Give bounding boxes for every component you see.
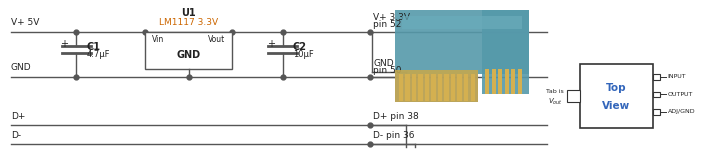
Text: View: View	[602, 101, 630, 111]
Text: D-: D-	[11, 131, 21, 140]
Text: D- pin 36: D- pin 36	[373, 131, 415, 140]
Bar	[395, 70, 479, 102]
Text: D+: D+	[11, 112, 25, 121]
Text: ADJ/GND: ADJ/GND	[668, 109, 695, 115]
Bar	[498, 69, 502, 94]
Bar	[418, 74, 423, 101]
Bar	[652, 74, 660, 80]
Bar	[431, 74, 436, 101]
Bar	[425, 74, 429, 101]
Text: pin 50: pin 50	[373, 66, 402, 75]
Bar	[395, 10, 529, 74]
Bar	[399, 74, 403, 101]
Text: GND: GND	[176, 50, 201, 60]
Text: Tab is: Tab is	[546, 89, 563, 94]
Text: +: +	[267, 39, 276, 49]
Text: GND: GND	[11, 63, 31, 72]
Bar	[567, 90, 580, 102]
Text: V+ 3.3V: V+ 3.3V	[373, 13, 410, 22]
Bar	[652, 92, 660, 97]
Text: INPUT: INPUT	[668, 74, 687, 79]
Bar	[438, 74, 442, 101]
Text: 4.7μF: 4.7μF	[86, 50, 109, 59]
Bar	[457, 74, 462, 101]
Text: $V_{out}$: $V_{out}$	[548, 97, 563, 108]
Bar	[412, 74, 416, 101]
Bar	[471, 74, 475, 101]
Bar	[492, 69, 496, 94]
Bar	[402, 16, 522, 29]
Text: V+ 5V: V+ 5V	[11, 18, 39, 27]
Text: OUTPUT: OUTPUT	[668, 92, 693, 97]
Bar	[485, 69, 489, 94]
Text: GND: GND	[373, 59, 394, 68]
Text: U1: U1	[181, 8, 196, 18]
Bar	[405, 74, 410, 101]
Text: 10μF: 10μF	[293, 50, 314, 59]
Bar	[580, 64, 652, 128]
Bar	[395, 74, 479, 102]
Text: Top: Top	[606, 83, 626, 93]
Bar	[518, 69, 522, 94]
Bar	[652, 109, 660, 115]
Text: Vin: Vin	[152, 35, 165, 44]
Text: pin 52: pin 52	[373, 20, 402, 29]
Bar	[464, 74, 468, 101]
Bar	[482, 10, 529, 94]
Text: Vout: Vout	[207, 35, 225, 44]
Text: C1: C1	[86, 42, 100, 52]
Bar	[505, 69, 509, 94]
Bar	[145, 32, 232, 69]
Text: +: +	[60, 39, 69, 49]
Text: D+ pin 38: D+ pin 38	[373, 112, 419, 121]
Bar	[444, 74, 449, 101]
Text: C2: C2	[293, 42, 307, 52]
Bar	[451, 74, 455, 101]
Bar	[511, 69, 515, 94]
Text: LM1117 3.3V: LM1117 3.3V	[159, 18, 218, 27]
